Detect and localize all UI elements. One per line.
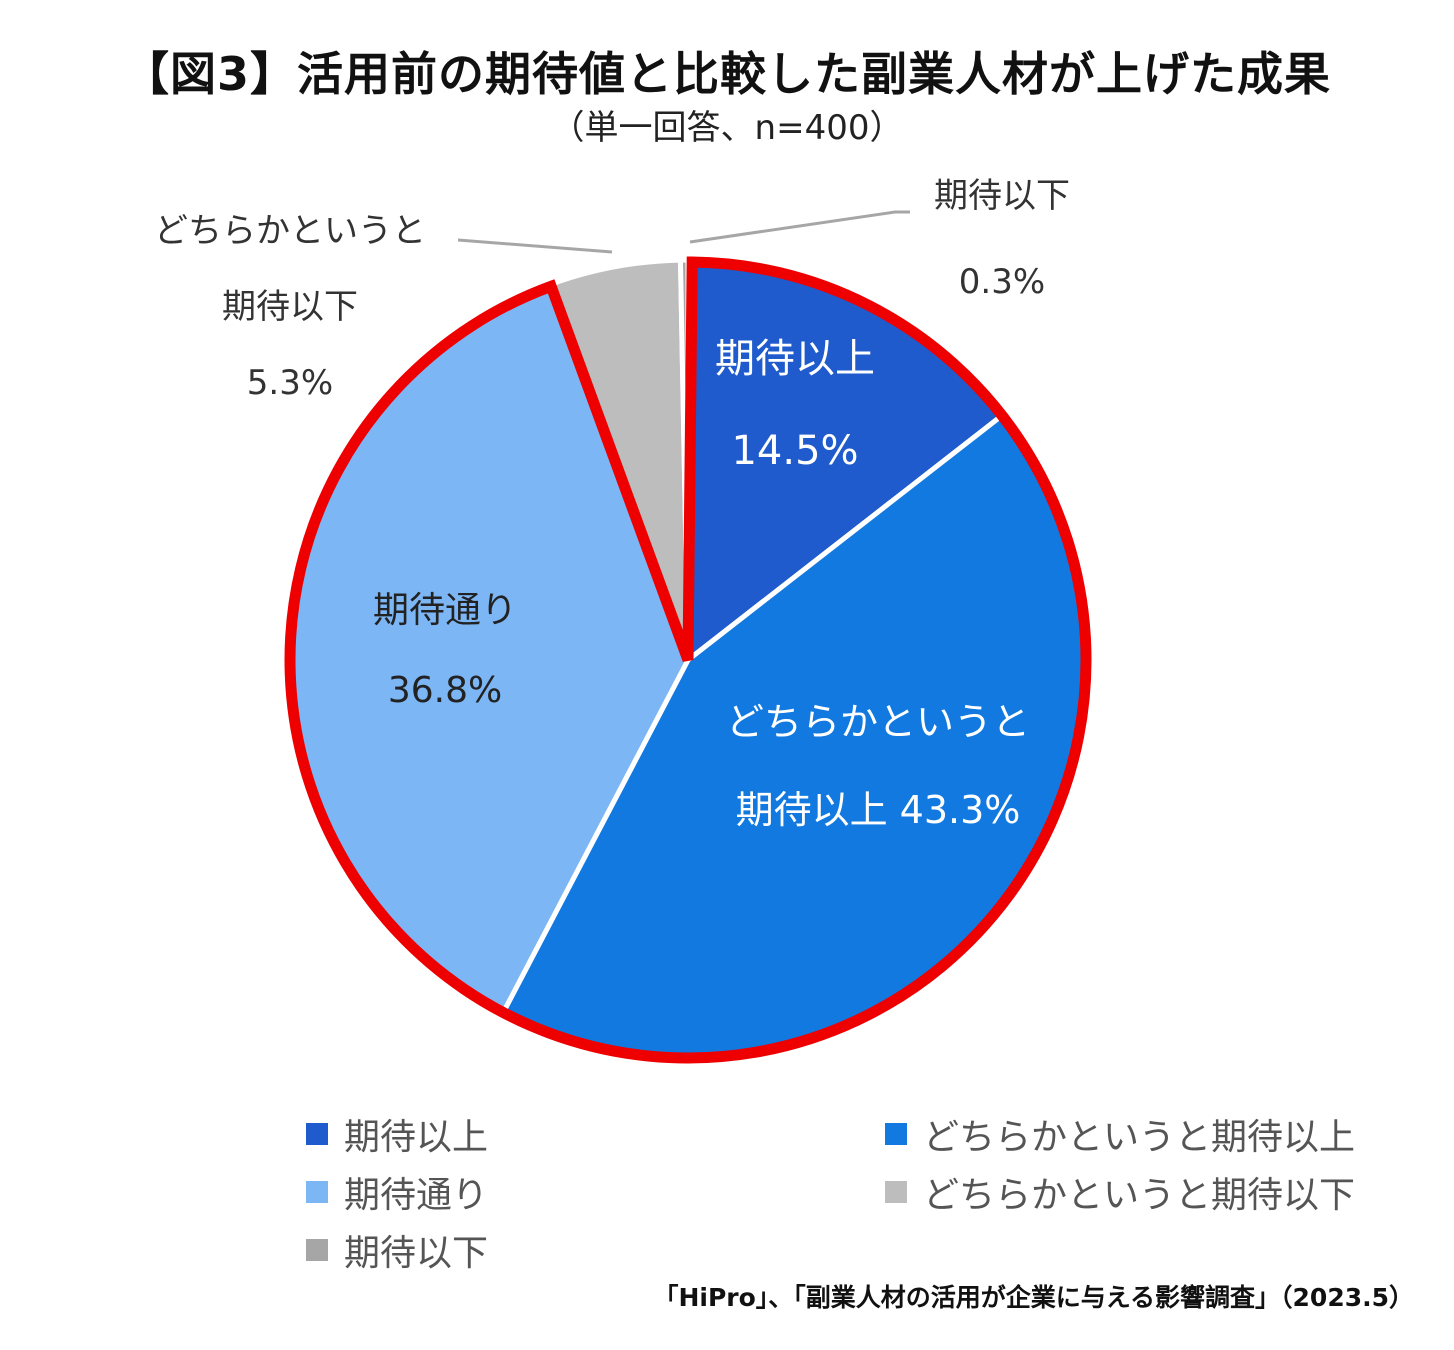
data-label: 14.5% xyxy=(731,428,858,474)
legend-swatch xyxy=(306,1181,328,1203)
legend-swatch xyxy=(306,1123,328,1145)
source-note: 「HiPro」、「副業人材の活用が企業に与える影響調査」（2023.5） xyxy=(653,1283,1414,1312)
legend-swatch xyxy=(885,1123,907,1145)
data-label: 0.3% xyxy=(959,262,1045,302)
data-label: 36.8% xyxy=(388,670,502,711)
legend-item: 期待以上 xyxy=(306,1108,488,1160)
data-label: 期待以下 xyxy=(222,287,358,327)
data-label: どちらかというと xyxy=(726,700,1030,744)
chart-subtitle: （単一回答、n=400） xyxy=(550,108,904,148)
legend-swatch xyxy=(885,1181,907,1203)
legend-label: 期待以下 xyxy=(344,1233,489,1274)
data-label: 期待以上 xyxy=(715,336,875,382)
leader-line xyxy=(457,238,613,254)
legend-label: どちらかというと期待以下 xyxy=(923,1175,1356,1216)
legend-label: 期待通り xyxy=(344,1175,489,1216)
highlight-outline xyxy=(284,256,1092,1064)
legend-item: 期待通り xyxy=(306,1166,488,1218)
legend-item: どちらかというと期待以下 xyxy=(885,1166,1355,1218)
leader-line xyxy=(689,210,910,244)
legend-label: 期待以上 xyxy=(344,1117,489,1158)
data-label: 期待以下 xyxy=(934,176,1070,216)
legend-item: どちらかというと期待以上 xyxy=(885,1108,1355,1160)
data-label: どちらかというと xyxy=(154,211,426,251)
data-label: 5.3% xyxy=(247,363,333,403)
chart-title: 【図3】活用前の期待値と比較した副業人材が上げた成果 xyxy=(122,47,1331,101)
legend-label: どちらかというと期待以上 xyxy=(923,1117,1356,1158)
data-label: 期待以上 43.3% xyxy=(736,788,1021,832)
legend-swatch xyxy=(306,1239,328,1261)
legend-item: 期待以下 xyxy=(306,1224,488,1276)
data-label: 期待通り xyxy=(373,590,517,631)
